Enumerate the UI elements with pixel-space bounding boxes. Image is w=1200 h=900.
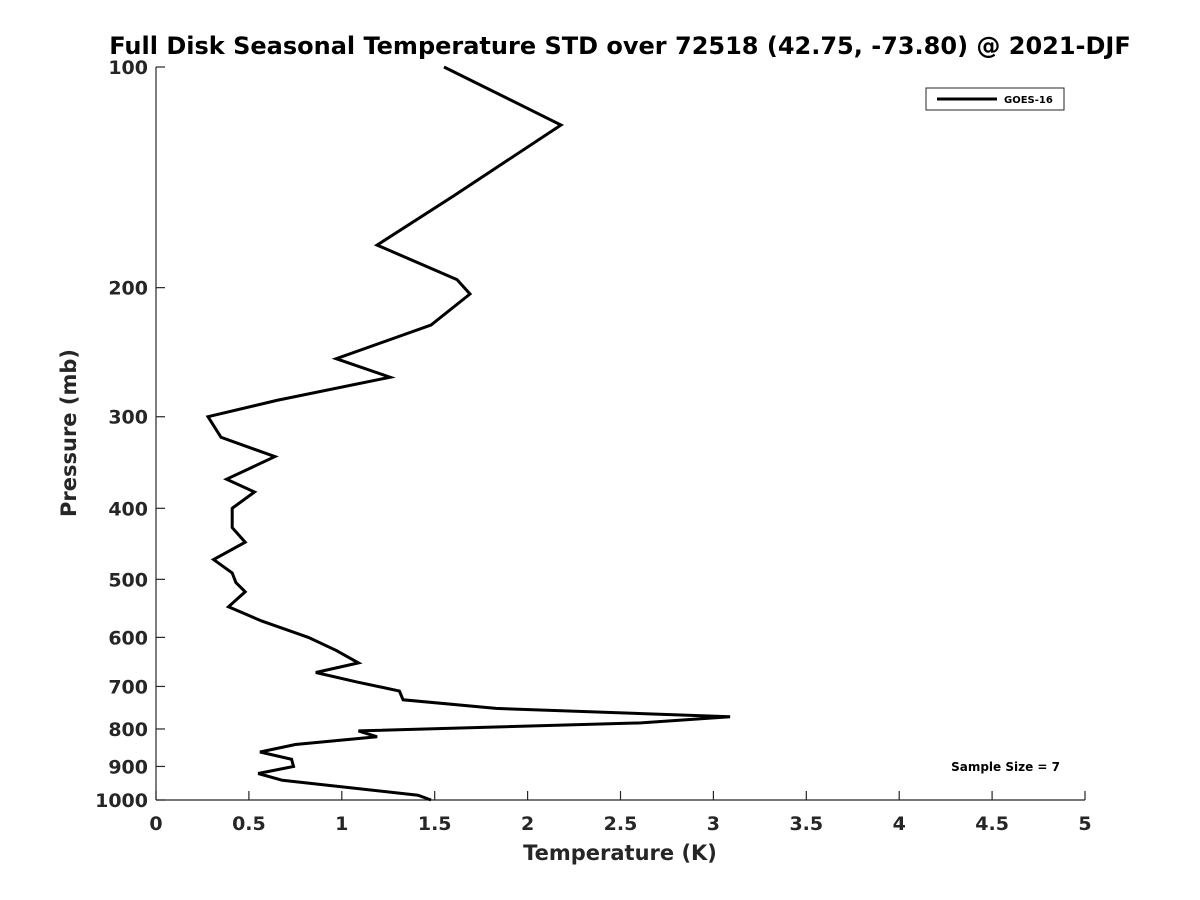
legend: GOES-16 bbox=[925, 87, 1065, 111]
y-tick-label: 800 bbox=[108, 719, 148, 741]
y-tick-label: 700 bbox=[108, 676, 148, 698]
sample-size-annotation: Sample Size = 7 bbox=[951, 760, 1060, 774]
x-tick-label: 1 bbox=[335, 813, 348, 835]
y-tick-label: 300 bbox=[108, 407, 148, 429]
y-tick-label: 100 bbox=[108, 57, 148, 79]
x-tick-label: 3 bbox=[707, 813, 720, 835]
x-axis-ticks: 0 0.5 1 1.5 2 2.5 3 3.5 4 4.5 5 bbox=[149, 791, 1092, 835]
y-tick-label: 400 bbox=[108, 498, 148, 520]
x-tick-label: 0.5 bbox=[232, 813, 266, 835]
x-tick-label: 4 bbox=[893, 813, 906, 835]
y-tick-label: 600 bbox=[108, 627, 148, 649]
legend-label-goes-16: GOES-16 bbox=[1004, 95, 1053, 106]
series-line-goes-16 bbox=[205, 65, 731, 802]
y-tick-label: 1000 bbox=[95, 790, 148, 812]
x-tick-label: 0 bbox=[149, 813, 162, 835]
x-tick-label: 1.5 bbox=[418, 813, 452, 835]
x-tick-label: 2.5 bbox=[604, 813, 638, 835]
x-tick-label: 2 bbox=[521, 813, 534, 835]
y-axis-label: Pressure (mb) bbox=[57, 349, 81, 517]
x-tick-label: 3.5 bbox=[789, 813, 823, 835]
y-tick-label: 500 bbox=[108, 569, 148, 591]
series-layer bbox=[205, 65, 731, 802]
chart-title: Full Disk Seasonal Temperature STD over … bbox=[109, 32, 1131, 60]
x-axis-label: Temperature (K) bbox=[523, 841, 717, 865]
y-axis-ticks: 100 200 300 400 500 600 700 800 900 1000 bbox=[95, 57, 165, 812]
y-tick-label: 200 bbox=[108, 278, 148, 300]
y-tick-label: 900 bbox=[108, 756, 148, 778]
x-tick-label: 4.5 bbox=[975, 813, 1009, 835]
x-tick-label: 5 bbox=[1078, 813, 1091, 835]
